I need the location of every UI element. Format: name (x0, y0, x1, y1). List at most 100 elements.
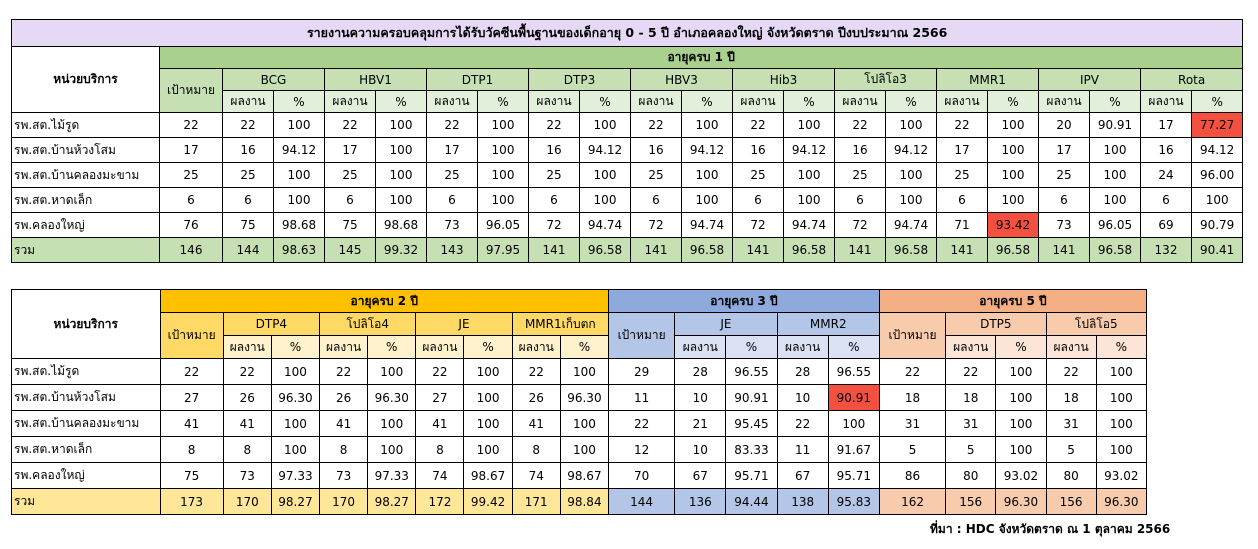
result-value: 17 (936, 137, 988, 163)
total-target: 144 (607, 488, 676, 515)
percent-value: 94.12 (681, 137, 733, 163)
result-header: ผลงาน (945, 335, 997, 359)
result-value: 25 (324, 162, 376, 188)
percent-value: 100 (995, 410, 1047, 437)
percent-header: % (1190, 90, 1244, 113)
percent-value: 96.55 (725, 358, 778, 385)
result-value: 8 (222, 436, 272, 463)
percent-value: 100 (681, 112, 733, 138)
total-result: 144 (222, 237, 274, 263)
unit-name: รพ.สต.ไม้รูด (11, 358, 161, 385)
age-group-header: อายุครบ 5 ปี (878, 289, 1148, 313)
percent-value: 100 (681, 162, 733, 188)
total-percent: 94.44 (725, 488, 778, 515)
vaccine-header: IPV (1038, 68, 1141, 91)
percent-value: 100 (367, 436, 417, 463)
percent-value: 90.91 (827, 384, 880, 411)
data-source-note: ที่มา : HDC จังหวัดตราด ณ 1 ตุลาคม 2566 (930, 522, 1171, 536)
percent-value: 94.74 (885, 212, 937, 238)
percent-value: 96.05 (477, 212, 529, 238)
result-value: 72 (528, 212, 580, 238)
result-header: ผลงาน (319, 335, 369, 359)
total-percent: 98.27 (270, 488, 321, 515)
vaccine-header: DTP3 (528, 68, 631, 91)
result-value: 22 (528, 112, 580, 138)
percent-value: 100 (987, 162, 1039, 188)
percent-value: 100 (477, 162, 529, 188)
percent-value: 93.02 (995, 462, 1047, 489)
percent-value: 100 (270, 436, 321, 463)
result-value: 17 (1038, 137, 1090, 163)
result-value: 27 (415, 384, 465, 411)
percent-value: 100 (1095, 358, 1148, 385)
header-row-vaccines: เป้าหมาย DTP4 โปลิโอ4 JE MMR1เก็บตก เป้าหมาย J… (12, 312, 1147, 359)
table-row: รพ.สต.บ้านคลองมะขาม 25 25 100 25 100 25 100 25 10… (11, 162, 1244, 188)
percent-value: 93.42 (987, 212, 1039, 238)
result-value: 41 (222, 410, 272, 437)
percent-header: % (681, 90, 733, 113)
unit-name: รพ.คลองใหญ่ (11, 462, 161, 489)
total-result: 145 (324, 237, 376, 263)
percent-value: 100 (681, 187, 733, 213)
total-percent: 96.30 (995, 488, 1047, 515)
total-result: 141 (732, 237, 784, 263)
result-value: 21 (674, 410, 727, 437)
table-row: รพ.สต.หาดเล็ก 6 6 100 6 100 6 100 6 100 6 100 6 100 6 1… (11, 187, 1244, 213)
total-result: 156 (1045, 488, 1097, 515)
target-value: 27 (159, 384, 224, 411)
header-row-age: หน่วยบริการ อายุครบ 1 ปี (11, 46, 1244, 113)
result-value: 25 (630, 162, 682, 188)
percent-value: 96.30 (367, 384, 417, 411)
table-title-row: รายงานความครอบคลุมการได้รับวัคซีนพื้นฐาน… (10, 19, 1244, 47)
result-value: 6 (630, 187, 682, 213)
result-value: 69 (1140, 212, 1192, 238)
result-value: 71 (936, 212, 988, 238)
percent-value: 95.71 (725, 462, 778, 489)
result-value: 31 (945, 410, 997, 437)
percent-value: 100 (367, 410, 417, 437)
total-result: 170 (319, 488, 369, 515)
result-value: 28 (674, 358, 727, 385)
total-percent: 96.58 (885, 237, 937, 263)
vaccine-header: HBV1 (324, 68, 427, 91)
percent-header: % (1089, 90, 1141, 113)
percent-value: 98.67 (559, 462, 610, 489)
percent-value: 83.33 (725, 436, 778, 463)
result-value: 22 (222, 358, 272, 385)
result-value: 8 (511, 436, 561, 463)
total-percent: 98.27 (367, 488, 417, 515)
result-value: 22 (776, 410, 829, 437)
percent-header: % (463, 335, 513, 359)
percent-value: 100 (987, 112, 1039, 138)
result-value: 25 (528, 162, 580, 188)
result-value: 6 (324, 187, 376, 213)
result-value: 16 (630, 137, 682, 163)
result-value: 25 (732, 162, 784, 188)
target-header: เป้าหมาย (878, 312, 947, 359)
age-group-header: อายุครบ 3 ปี (608, 289, 880, 313)
result-value: 75 (324, 212, 376, 238)
target-value: 6 (159, 187, 223, 213)
result-value: 25 (222, 162, 274, 188)
percent-value: 100 (995, 436, 1047, 463)
vaccine-header: Rota (1139, 68, 1244, 91)
vaccine-header: DTP4 (222, 312, 321, 336)
result-value: 80 (945, 462, 997, 489)
result-header: ผลงาน (674, 335, 727, 359)
percent-value: 97.33 (367, 462, 417, 489)
target-header: เป้าหมาย (159, 68, 223, 113)
target-value: 22 (159, 358, 224, 385)
percent-value: 100 (885, 187, 937, 213)
table-row: รพ.สต.ไม้รูด 22 22 100 22 100 22 100 22 100 22 100 2… (11, 112, 1244, 138)
percent-value: 100 (477, 112, 529, 138)
total-percent: 99.32 (375, 237, 427, 263)
total-target: 146 (159, 237, 223, 263)
result-value: 22 (511, 358, 561, 385)
target-value: 11 (607, 384, 676, 411)
result-value: 74 (415, 462, 465, 489)
result-value: 41 (319, 410, 369, 437)
target-value: 17 (159, 137, 223, 163)
percent-value: 94.12 (885, 137, 937, 163)
unit-name: รพ.สต.หาดเล็ก (11, 436, 161, 463)
age-group-header: อายุครบ 1 ปี (158, 46, 1244, 69)
